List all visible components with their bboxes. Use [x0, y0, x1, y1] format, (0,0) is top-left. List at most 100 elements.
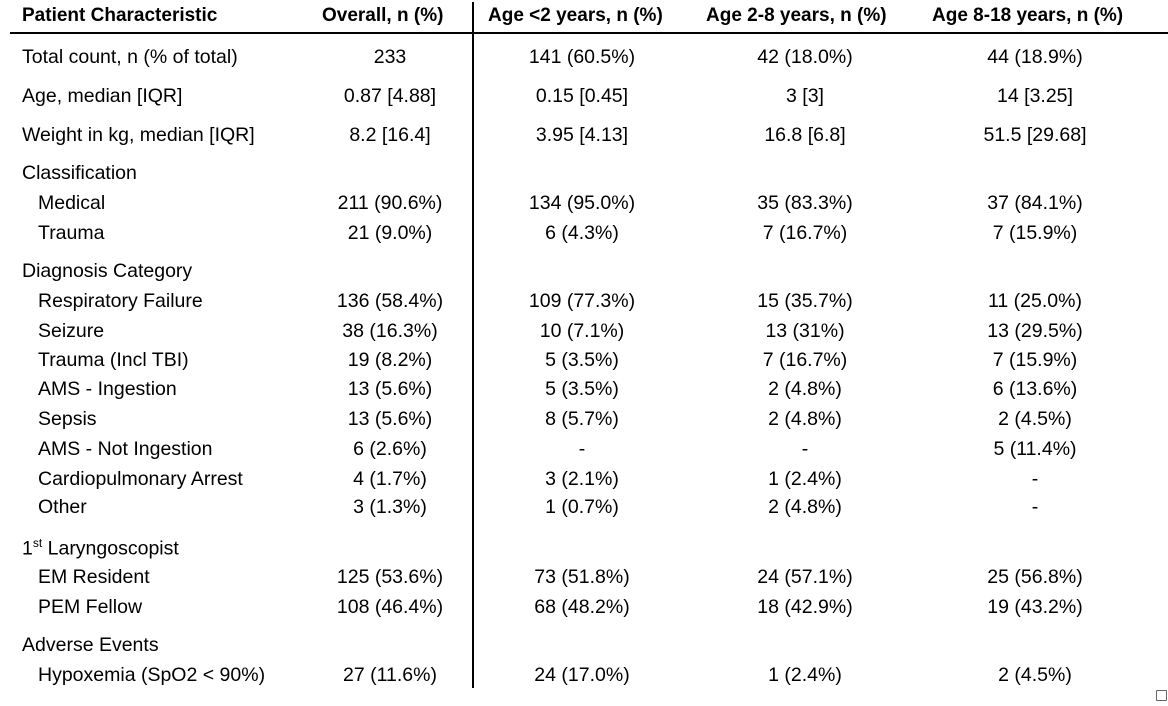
cell-age-8-18: 5 (11.4%) — [993, 438, 1077, 460]
cell-age-lt2: 0.15 [0.45] — [535, 85, 629, 107]
cell-age-lt2: 141 (60.5%) — [528, 46, 636, 68]
row-label: Other — [38, 496, 87, 518]
table-row: EM Resident 125 (53.6%) 73 (51.8%) 24 (5… — [0, 566, 1168, 592]
cell-age-2-8: 3 [3] — [786, 85, 824, 107]
cell-age-2-8: 18 (42.9%) — [757, 596, 853, 618]
cell-age-2-8: 15 (35.7%) — [757, 290, 853, 312]
cell-overall: 19 (8.2%) — [347, 349, 433, 371]
row-label: Age, median [IQR] — [22, 85, 183, 107]
row-label: Sepsis — [38, 408, 97, 430]
cell-overall: 38 (16.3%) — [342, 320, 438, 342]
ordinal-suffix: st — [32, 536, 43, 550]
cell-age-lt2: 6 (4.3%) — [545, 222, 619, 244]
cell-overall: 125 (53.6%) — [336, 566, 444, 588]
cell-age-lt2: 73 (51.8%) — [534, 566, 630, 588]
table-row: Weight in kg, median [IQR] 8.2 [16.4] 3.… — [0, 124, 1168, 150]
cell-overall: 211 (90.6%) — [337, 192, 443, 214]
cell-age-8-18: - — [1031, 496, 1039, 518]
cell-overall: 136 (58.4%) — [336, 290, 444, 312]
cell-age-lt2: 1 (0.7%) — [545, 496, 619, 518]
cell-overall: 21 (9.0%) — [347, 222, 433, 244]
row-label: Total count, n (% of total) — [22, 46, 238, 68]
section-row: Diagnosis Category — [0, 260, 1168, 286]
cell-age-2-8: 2 (4.8%) — [768, 408, 842, 430]
cell-age-8-18: 25 (56.8%) — [987, 566, 1083, 588]
header-age-lt2: Age <2 years, n (%) — [488, 5, 663, 26]
cell-age-lt2: 8 (5.7%) — [545, 408, 619, 430]
cell-age-2-8: 42 (18.0%) — [757, 46, 853, 68]
cell-age-lt2: 3.95 [4.13] — [535, 124, 629, 146]
cell-age-2-8: 24 (57.1%) — [757, 566, 853, 588]
cell-overall: 13 (5.6%) — [347, 378, 433, 400]
section-row: 1st Laryngoscopist — [0, 536, 1168, 562]
header-rule — [10, 32, 1168, 34]
row-label: EM Resident — [38, 566, 150, 588]
cell-overall: 4 (1.7%) — [353, 468, 427, 490]
cell-overall: 27 (11.6%) — [343, 664, 437, 686]
cell-age-8-18: 2 (4.5%) — [998, 664, 1072, 686]
label-prefix: 1 — [22, 537, 33, 560]
section-label: Classification — [22, 162, 137, 184]
table-row: Age, median [IQR] 0.87 [4.88] 0.15 [0.45… — [0, 85, 1168, 111]
table-row: Trauma 21 (9.0%) 6 (4.3%) 7 (16.7%) 7 (1… — [0, 222, 1168, 248]
cell-age-lt2: 5 (3.5%) — [545, 378, 619, 400]
header-overall: Overall, n (%) — [322, 5, 444, 26]
section-row: Classification — [0, 162, 1168, 188]
cell-age-2-8: 1 (2.4%) — [768, 468, 842, 490]
cell-overall: 0.87 [4.88] — [343, 85, 437, 107]
cell-age-2-8: 2 (4.8%) — [768, 496, 842, 518]
section-label: 1st Laryngoscopist — [22, 536, 179, 561]
cell-age-lt2: 3 (2.1%) — [545, 468, 619, 490]
cell-age-lt2: 10 (7.1%) — [539, 320, 625, 342]
cell-age-2-8: 13 (31%) — [765, 320, 845, 342]
table-row: Other 3 (1.3%) 1 (0.7%) 2 (4.8%) - — [0, 496, 1168, 522]
cell-age-8-18: 19 (43.2%) — [987, 596, 1083, 618]
cell-age-8-18: 2 (4.5%) — [998, 408, 1072, 430]
row-label: Weight in kg, median [IQR] — [22, 124, 255, 146]
cell-age-8-18: 11 (25.0%) — [988, 290, 1082, 312]
table-row: Sepsis 13 (5.6%) 8 (5.7%) 2 (4.8%) 2 (4.… — [0, 408, 1168, 434]
row-label: Medical — [38, 192, 106, 214]
cell-overall: 3 (1.3%) — [353, 496, 427, 518]
cell-overall: 233 — [373, 46, 407, 68]
cell-age-8-18: 37 (84.1%) — [987, 192, 1083, 214]
header-characteristic: Patient Characteristic — [22, 5, 218, 26]
cell-overall: 13 (5.6%) — [347, 408, 433, 430]
cell-age-lt2: - — [578, 438, 586, 460]
cell-overall: 108 (46.4%) — [336, 596, 444, 618]
cell-age-2-8: - — [801, 438, 809, 460]
section-label: Adverse Events — [22, 634, 159, 656]
cell-age-8-18: 51.5 [29.68] — [983, 124, 1087, 146]
cell-age-lt2: 134 (95.0%) — [528, 192, 636, 214]
section-label: Diagnosis Category — [22, 260, 193, 282]
cell-age-2-8: 2 (4.8%) — [768, 378, 842, 400]
table-row: AMS - Ingestion 13 (5.6%) 5 (3.5%) 2 (4.… — [0, 378, 1168, 404]
cell-age-lt2: 68 (48.2%) — [534, 596, 630, 618]
cell-age-2-8: 7 (16.7%) — [762, 222, 848, 244]
cell-age-2-8: 16.8 [6.8] — [764, 124, 846, 146]
table-row: Cardiopulmonary Arrest 4 (1.7%) 3 (2.1%)… — [0, 468, 1168, 494]
row-label: PEM Fellow — [38, 596, 143, 618]
header-age-2-8: Age 2-8 years, n (%) — [706, 5, 887, 26]
cell-age-8-18: 7 (15.9%) — [992, 222, 1078, 244]
row-label: AMS - Ingestion — [38, 378, 177, 400]
cell-age-8-18: 14 [3.25] — [997, 85, 1073, 107]
cell-age-2-8: 35 (83.3%) — [757, 192, 853, 214]
resize-handle-icon[interactable] — [1156, 690, 1167, 701]
cell-age-8-18: - — [1031, 468, 1039, 490]
cell-age-2-8: 7 (16.7%) — [762, 349, 848, 371]
row-label: Respiratory Failure — [38, 290, 203, 312]
cell-age-lt2: 5 (3.5%) — [545, 349, 619, 371]
column-divider — [472, 2, 474, 688]
cell-age-8-18: 13 (29.5%) — [987, 320, 1083, 342]
cell-age-lt2: 109 (77.3%) — [528, 290, 636, 312]
cell-age-8-18: 7 (15.9%) — [992, 349, 1078, 371]
table-row: Seizure 38 (16.3%) 10 (7.1%) 13 (31%) 13… — [0, 320, 1168, 346]
table-row: Total count, n (% of total) 233 141 (60.… — [0, 46, 1168, 72]
table-row: Respiratory Failure 136 (58.4%) 109 (77.… — [0, 290, 1168, 316]
table-row: PEM Fellow 108 (46.4%) 68 (48.2%) 18 (42… — [0, 596, 1168, 622]
table-row: Hypoxemia (SpO2 < 90%) 27 (11.6%) 24 (17… — [0, 664, 1168, 690]
row-label: Trauma — [38, 222, 105, 244]
label-text: Laryngoscopist — [47, 537, 179, 560]
cell-overall: 6 (2.6%) — [353, 438, 427, 460]
